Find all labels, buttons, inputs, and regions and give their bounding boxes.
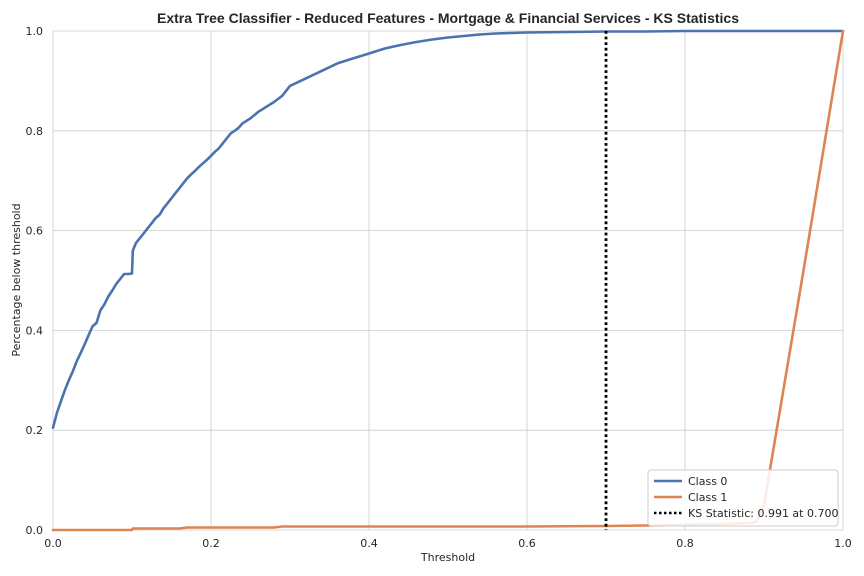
series-line-class-0	[51, 29, 845, 430]
legend-label-class-0: Class 0	[688, 475, 727, 488]
y-tick-label: 0.4	[26, 324, 44, 337]
grid-lines	[52, 30, 844, 531]
x-tick-label: 0.2	[202, 537, 220, 550]
tick-labels: 0.0 0.2 0.4 0.6 0.8 1.0 0.0 0.2 0.4 0.6 0.8 1.0	[26, 25, 852, 550]
legend-label-ks-statistic: KS Statistic: 0.991 at 0.700	[688, 507, 838, 520]
x-tick-label: 0.0	[44, 537, 62, 550]
legend-label-class-1: Class 1	[688, 491, 727, 504]
x-tick-label: 0.6	[518, 537, 536, 550]
chart-title: Extra Tree Classifier - Reduced Features…	[157, 10, 739, 26]
y-tick-label: 0.8	[26, 125, 44, 138]
x-tick-label: 0.4	[360, 537, 378, 550]
x-tick-label: 1.0	[834, 537, 852, 550]
y-tick-label: 0.6	[26, 225, 44, 238]
y-tick-label: 0.0	[26, 524, 44, 537]
legend-box	[647, 469, 839, 527]
y-axis-label: Percentage below threshold	[10, 203, 23, 356]
x-axis-label: Threshold	[420, 551, 475, 564]
y-tick-label: 1.0	[26, 25, 44, 38]
legend: Class 0 Class 1 KS Statistic: 0.991 at 0.7…	[647, 469, 839, 527]
y-tick-label: 0.2	[26, 424, 44, 437]
x-tick-label: 0.8	[676, 537, 694, 550]
